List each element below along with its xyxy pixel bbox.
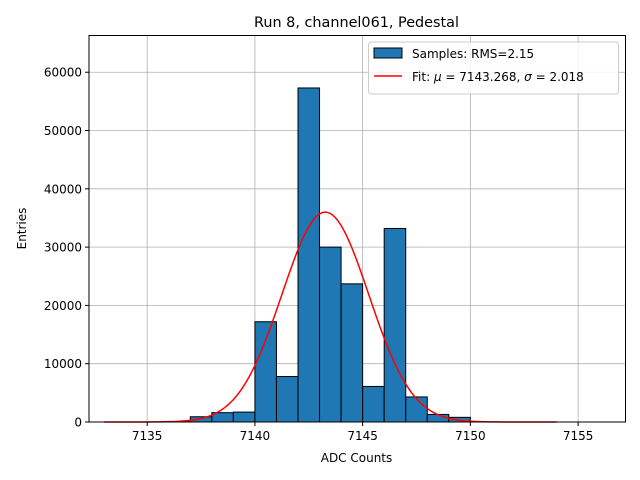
x-tick-label: 7140 [240, 429, 271, 443]
histogram-bar [275, 376, 299, 423]
x-axis-label: ADC Counts [321, 451, 393, 465]
histogram-bar [383, 227, 407, 423]
plot-frame [88, 35, 626, 423]
histogram-bars [168, 87, 471, 423]
legend-box [368, 41, 619, 95]
y-tick-label: 60000 [44, 66, 82, 80]
legend-fit-label: Fit: μ = 7143.268, σ = 2.018 [412, 70, 584, 84]
histogram-bar [405, 396, 428, 423]
legend-histogram-label: Samples: RMS=2.15 [412, 47, 534, 61]
y-tick-label: 30000 [44, 241, 82, 255]
histogram-bar [362, 385, 385, 423]
histogram-bar [426, 413, 450, 423]
y-tick-label: 10000 [44, 357, 82, 371]
x-axis-ticks: 7135 7140 7145 7150 7155 [132, 422, 593, 443]
x-tick-label: 7155 [563, 429, 594, 443]
y-axis-ticks: 0 10000 20000 30000 40000 50000 60000 [44, 66, 89, 430]
x-tick-label: 7145 [347, 429, 378, 443]
y-tick-label: 0 [74, 416, 82, 430]
legend: Samples: RMS=2.15 Fit: μ = 7143.268, σ =… [368, 41, 619, 95]
histogram-bar [319, 246, 342, 423]
histogram-bar [254, 321, 277, 423]
histogram-bar [297, 87, 321, 423]
y-tick-label: 20000 [44, 299, 82, 313]
y-axis-label: Entries [15, 208, 29, 250]
x-tick-label: 7135 [132, 429, 163, 443]
y-tick-label: 50000 [44, 124, 82, 138]
chart-title: Run 8, channel061, Pedestal [254, 15, 459, 31]
histogram-bar [340, 283, 364, 423]
x-tick-label: 7150 [455, 429, 486, 443]
legend-histogram-swatch [373, 47, 403, 59]
histogram-bar [232, 411, 256, 423]
y-tick-label: 40000 [44, 182, 82, 196]
